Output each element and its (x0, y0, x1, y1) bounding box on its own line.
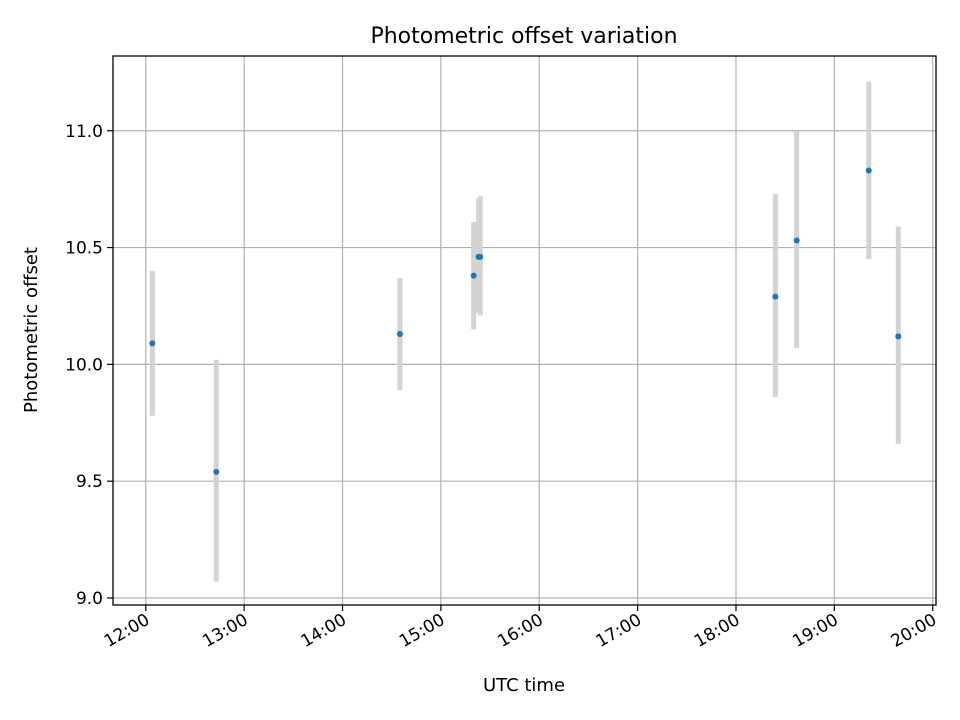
x-tick-label: 20:00 (888, 610, 940, 652)
data-point (772, 293, 779, 300)
x-tick-label: 16:00 (494, 610, 546, 652)
data-point (470, 272, 477, 279)
x-tick-label: 17:00 (593, 610, 645, 652)
y-tick-label: 9.0 (76, 589, 103, 609)
axis-ticks: 12:00 13:00 14:00 15:00 16:00 17:00 18:00 19:00… (65, 122, 940, 652)
data-point (213, 468, 220, 475)
data-points (149, 167, 902, 475)
data-point (793, 237, 800, 244)
data-point (895, 333, 902, 340)
grid (113, 56, 936, 605)
x-tick-label: 13:00 (199, 610, 251, 652)
y-tick-label: 10.5 (65, 239, 103, 259)
y-tick-label: 10.0 (65, 355, 103, 375)
chart-title: Photometric offset variation (370, 24, 677, 49)
x-tick-label: 12:00 (101, 610, 153, 652)
y-tick-label: 11.0 (65, 122, 103, 142)
plot-frame (112, 55, 937, 606)
x-tick-label: 15:00 (396, 610, 448, 652)
x-tick-label: 18:00 (691, 610, 743, 652)
data-point (149, 340, 156, 347)
y-tick-label: 9.5 (76, 472, 103, 492)
x-tick-label: 19:00 (789, 610, 841, 652)
x-axis-label: UTC time (483, 675, 565, 696)
y-axis-label: Photometric offset (21, 247, 42, 413)
error-bars (149, 81, 901, 582)
x-tick-label: 14:00 (298, 610, 350, 652)
data-point (477, 253, 484, 260)
data-point (865, 167, 872, 174)
data-point (396, 331, 403, 338)
